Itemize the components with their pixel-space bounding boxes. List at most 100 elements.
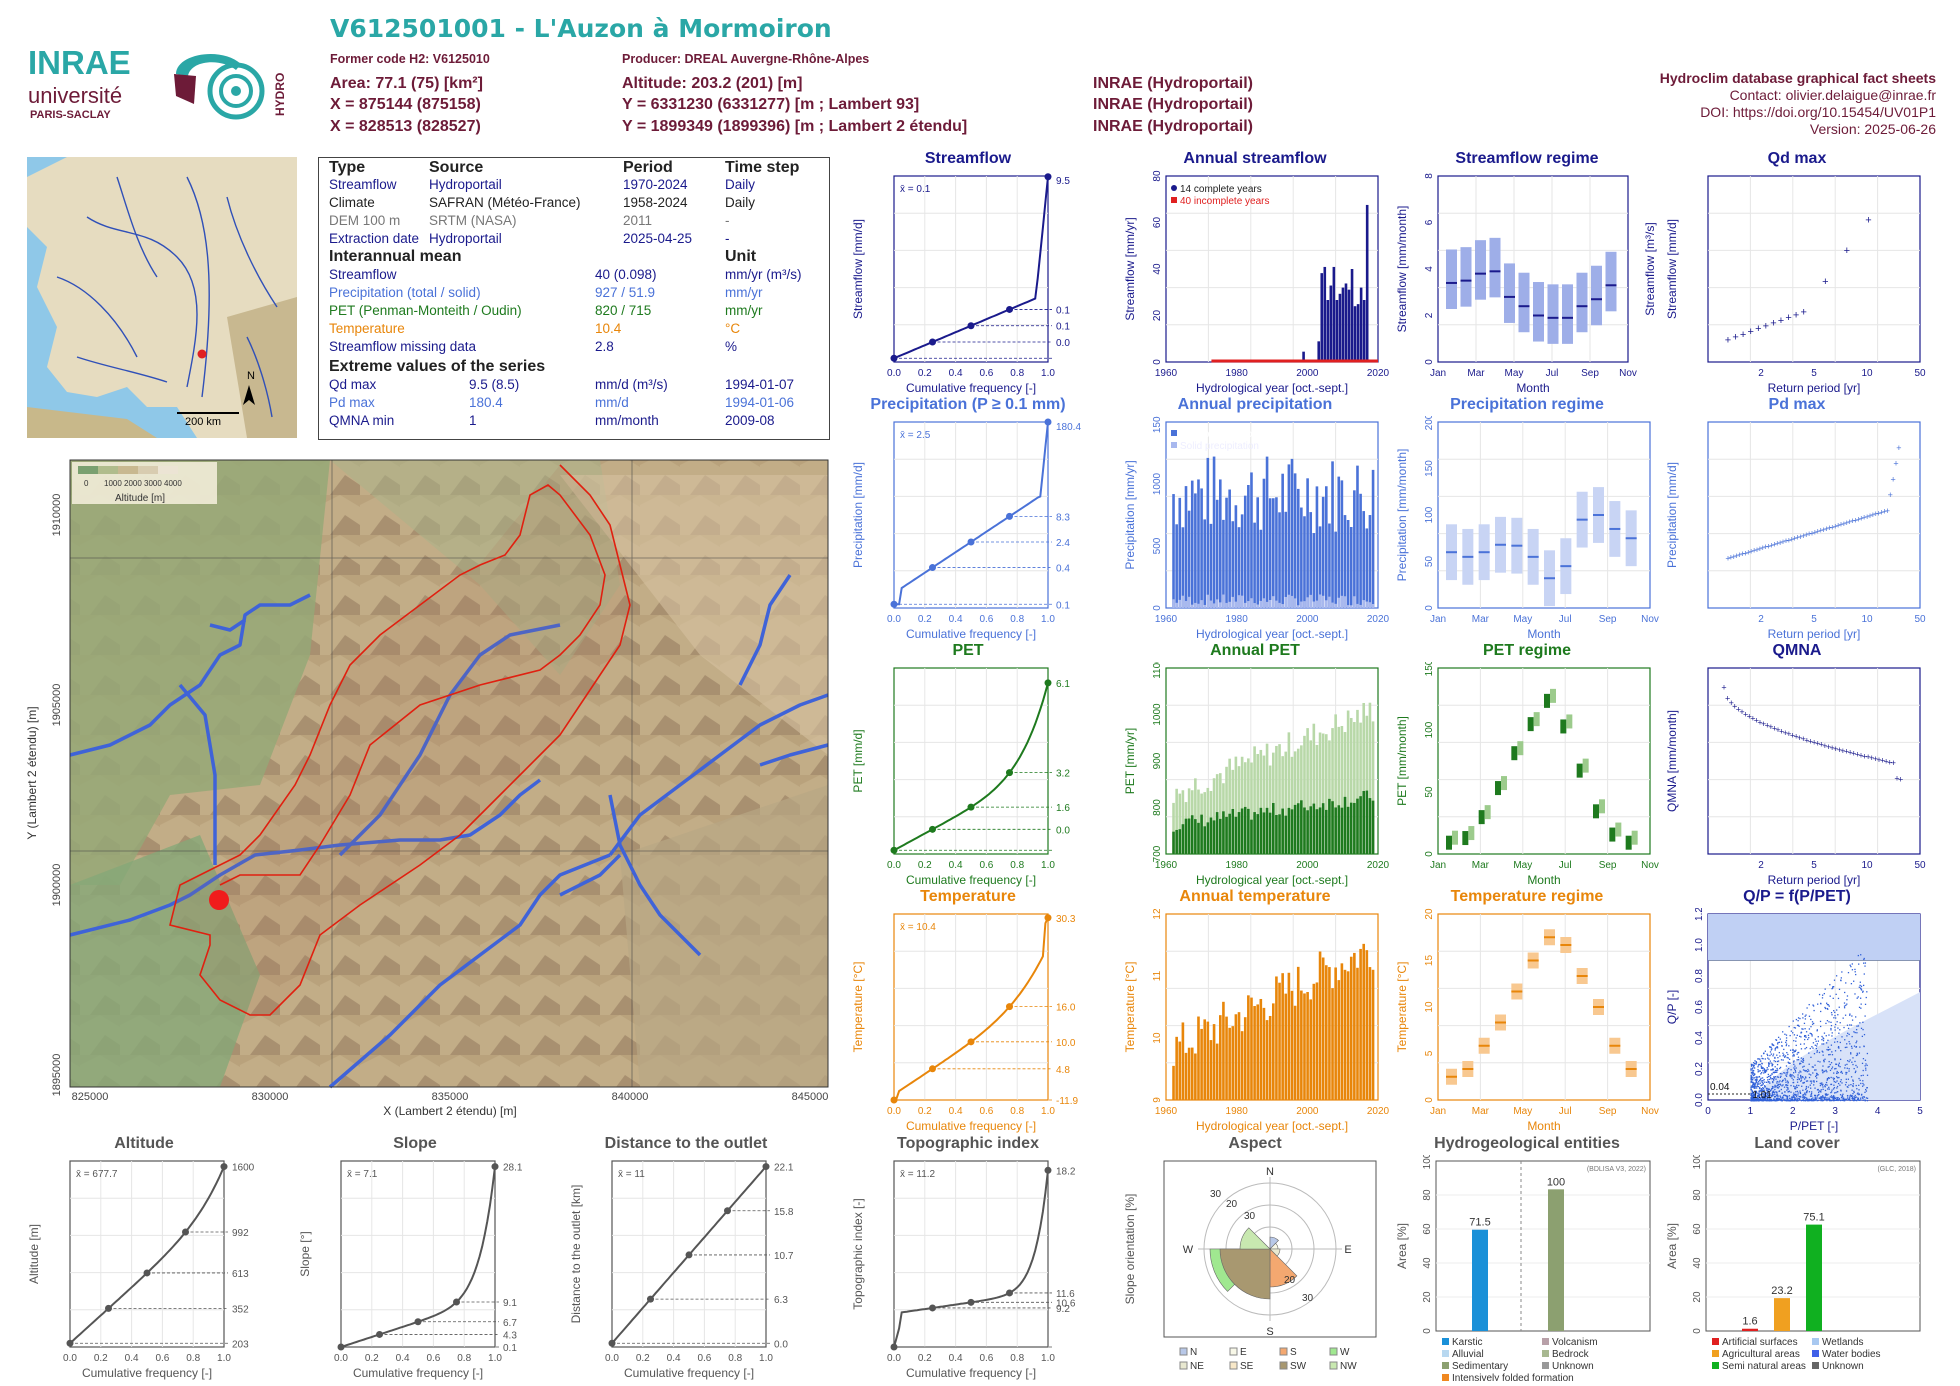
map-ytick: 1905000 bbox=[51, 684, 63, 727]
panel-title: QMNA bbox=[1772, 642, 1822, 659]
svg-text:Nov: Nov bbox=[1619, 368, 1637, 379]
legend-item: NW bbox=[1340, 1361, 1357, 1372]
bar-value: 23.2 bbox=[1771, 1285, 1792, 1297]
svg-text:1000: 1000 bbox=[1152, 472, 1163, 495]
svg-text:3: 3 bbox=[1832, 1106, 1838, 1117]
year-bar bbox=[1349, 527, 1353, 608]
year-bar bbox=[1197, 479, 1200, 608]
quantile-label: 0.1 bbox=[1056, 322, 1070, 333]
aspect-sector bbox=[1269, 1236, 1279, 1250]
quantile-label: 0.0 bbox=[1056, 338, 1070, 349]
svg-text:200: 200 bbox=[1424, 416, 1435, 430]
annual-temp-panel: Annual temperature Temperature [°C] Hydrol… bbox=[1120, 888, 1390, 1134]
svg-text:0.2: 0.2 bbox=[918, 1353, 932, 1364]
svg-text:0: 0 bbox=[1152, 359, 1163, 365]
quantile-label: 0.0 bbox=[774, 1339, 788, 1350]
year-bar bbox=[1243, 495, 1247, 608]
year-bar bbox=[1371, 969, 1375, 1100]
point-marker: + bbox=[1844, 245, 1850, 257]
svg-text:0.6: 0.6 bbox=[979, 1353, 993, 1364]
panel-title: Temperature regime bbox=[1450, 888, 1604, 905]
svg-text:0.6: 0.6 bbox=[979, 614, 993, 625]
hydro-logo-text: HYDRO bbox=[273, 73, 287, 116]
year-bar bbox=[1181, 1022, 1185, 1100]
year-bar bbox=[1203, 826, 1207, 854]
point-marker: + bbox=[1859, 514, 1864, 524]
legend-item: S bbox=[1290, 1347, 1297, 1358]
axis-xlabel: Cumulative frequency [-] bbox=[906, 1366, 1036, 1380]
year-bar bbox=[1306, 478, 1309, 608]
svg-text:0.4: 0.4 bbox=[1694, 1031, 1705, 1045]
quantile-label: 16.0 bbox=[1056, 1003, 1076, 1014]
svg-text:Jul: Jul bbox=[1559, 614, 1572, 625]
year-bar bbox=[1287, 807, 1291, 854]
quantile-label: 613 bbox=[232, 1269, 249, 1280]
point-marker: + bbox=[1856, 514, 1861, 524]
year-bar bbox=[1215, 499, 1219, 608]
compass-label: N bbox=[1266, 1166, 1274, 1178]
y-l93: Y = 6331230 (6331277) [m ; Lambert 93] bbox=[622, 96, 920, 113]
compass-label: S bbox=[1266, 1326, 1273, 1338]
year-bar bbox=[1190, 1047, 1194, 1100]
year-bar bbox=[1272, 498, 1275, 608]
axis-xlabel: Month bbox=[1527, 627, 1560, 641]
year-bar bbox=[1362, 943, 1366, 1100]
point-marker: + bbox=[1772, 540, 1777, 550]
legend-item: Water bodies bbox=[1822, 1349, 1881, 1360]
panel-title: Streamflow regime bbox=[1455, 150, 1599, 167]
axis-ylabel: Temperature [°C] bbox=[851, 962, 865, 1053]
quantile-label: -11.9 bbox=[1056, 1096, 1078, 1107]
catchment-map: Altitude [m] 825000 830000 835000 840000 845… bbox=[25, 459, 829, 1118]
point-marker: + bbox=[1775, 725, 1780, 735]
year-bar bbox=[1209, 523, 1213, 608]
hydro-logo: HYDRO bbox=[174, 53, 287, 120]
quantile-point bbox=[890, 1343, 898, 1351]
axis-xlabel: P/PET [-] bbox=[1790, 1119, 1838, 1133]
year-bar bbox=[1225, 816, 1228, 854]
year-bar bbox=[1256, 1004, 1260, 1100]
quantile-point bbox=[762, 1163, 770, 1171]
page-title: V612501001 - L'Auzon à Mormoiron bbox=[330, 14, 832, 43]
distance-panel: Distance to the outlet Distance to the ou… bbox=[566, 1135, 806, 1381]
year-bar bbox=[1262, 478, 1266, 608]
svg-text:1.0: 1.0 bbox=[1041, 860, 1055, 871]
point-marker: + bbox=[1792, 534, 1797, 544]
svg-text:0.2: 0.2 bbox=[636, 1353, 650, 1364]
year-bar bbox=[1300, 800, 1303, 854]
year-bar bbox=[1318, 807, 1322, 854]
year-bar bbox=[1334, 807, 1337, 854]
panel-title: PET regime bbox=[1482, 642, 1572, 659]
year-bar bbox=[1203, 519, 1207, 608]
svg-text:50: 50 bbox=[1914, 614, 1926, 625]
axis-xlabel: Cumulative frequency [-] bbox=[82, 1366, 212, 1380]
quantile-point bbox=[143, 1269, 151, 1277]
svg-text:0.8: 0.8 bbox=[1010, 1106, 1024, 1117]
legend-item: N bbox=[1190, 1347, 1197, 1358]
quantile-point bbox=[647, 1295, 654, 1303]
point-marker: + bbox=[1786, 729, 1791, 739]
year-bar bbox=[1306, 992, 1309, 1100]
panel-title: Annual temperature bbox=[1179, 888, 1331, 905]
point-marker: + bbox=[1793, 309, 1799, 321]
svg-text:0.8: 0.8 bbox=[186, 1353, 200, 1364]
axis-xlabel: Cumulative frequency [-] bbox=[353, 1366, 483, 1380]
year-bar bbox=[1362, 300, 1366, 362]
quantile-point bbox=[1006, 512, 1013, 520]
quantile-label: 0.1 bbox=[1056, 305, 1070, 316]
year-bar bbox=[1290, 809, 1294, 854]
point-marker: + bbox=[1880, 756, 1885, 766]
point-marker: + bbox=[1826, 742, 1831, 752]
year-bar bbox=[1315, 486, 1319, 608]
year-bar bbox=[1350, 269, 1354, 362]
map-xtick: 840000 bbox=[612, 1091, 649, 1103]
year-bar bbox=[1356, 304, 1360, 362]
svg-text:80: 80 bbox=[1152, 170, 1163, 182]
svg-text:0.8: 0.8 bbox=[1010, 614, 1024, 625]
point-marker: + bbox=[1844, 747, 1849, 757]
svg-text:0: 0 bbox=[1692, 1328, 1703, 1334]
quantile-label: 0.1 bbox=[1056, 600, 1070, 611]
point-marker: + bbox=[1815, 739, 1820, 749]
year-bar bbox=[1237, 527, 1241, 608]
slope-panel: Slope Slope [°] Cumulative frequency [-] 28… bbox=[295, 1135, 535, 1381]
year-bar bbox=[1181, 824, 1185, 854]
